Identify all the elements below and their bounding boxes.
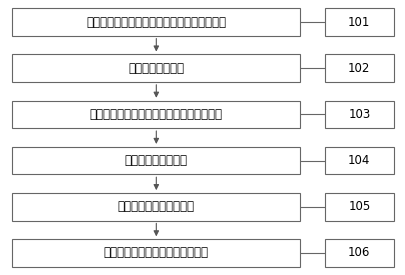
Bar [324,8,393,36]
Text: 大层、砂组界限构造解释，建立初步构造模型: 大层、砂组界限构造解释，建立初步构造模型 [86,15,226,29]
Text: 交替式精细地层对比: 交替式精细地层对比 [124,154,188,167]
Bar [12,54,300,82]
Text: 101: 101 [347,15,370,29]
Text: 103: 103 [347,108,369,121]
Bar [324,239,393,267]
Text: 主要含油小层构造解释，建立精细构造模型: 主要含油小层构造解释，建立精细构造模型 [90,108,222,121]
Bar [12,239,300,267]
Text: 编制小层平面图并对分层进行检验: 编制小层平面图并对分层进行检验 [104,246,208,260]
Bar [12,147,300,174]
Text: 105: 105 [347,200,369,213]
Bar [12,193,300,221]
Text: 全区闭合解释、构造成图: 全区闭合解释、构造成图 [117,200,194,213]
Bar [12,8,300,36]
Bar [12,101,300,128]
Bar [324,101,393,128]
Text: 104: 104 [347,154,370,167]
Text: 106: 106 [347,246,370,260]
Bar [324,193,393,221]
Text: 地质初步对比分层: 地质初步对比分层 [128,62,184,75]
Bar [324,147,393,174]
Bar [324,54,393,82]
Text: 102: 102 [347,62,370,75]
